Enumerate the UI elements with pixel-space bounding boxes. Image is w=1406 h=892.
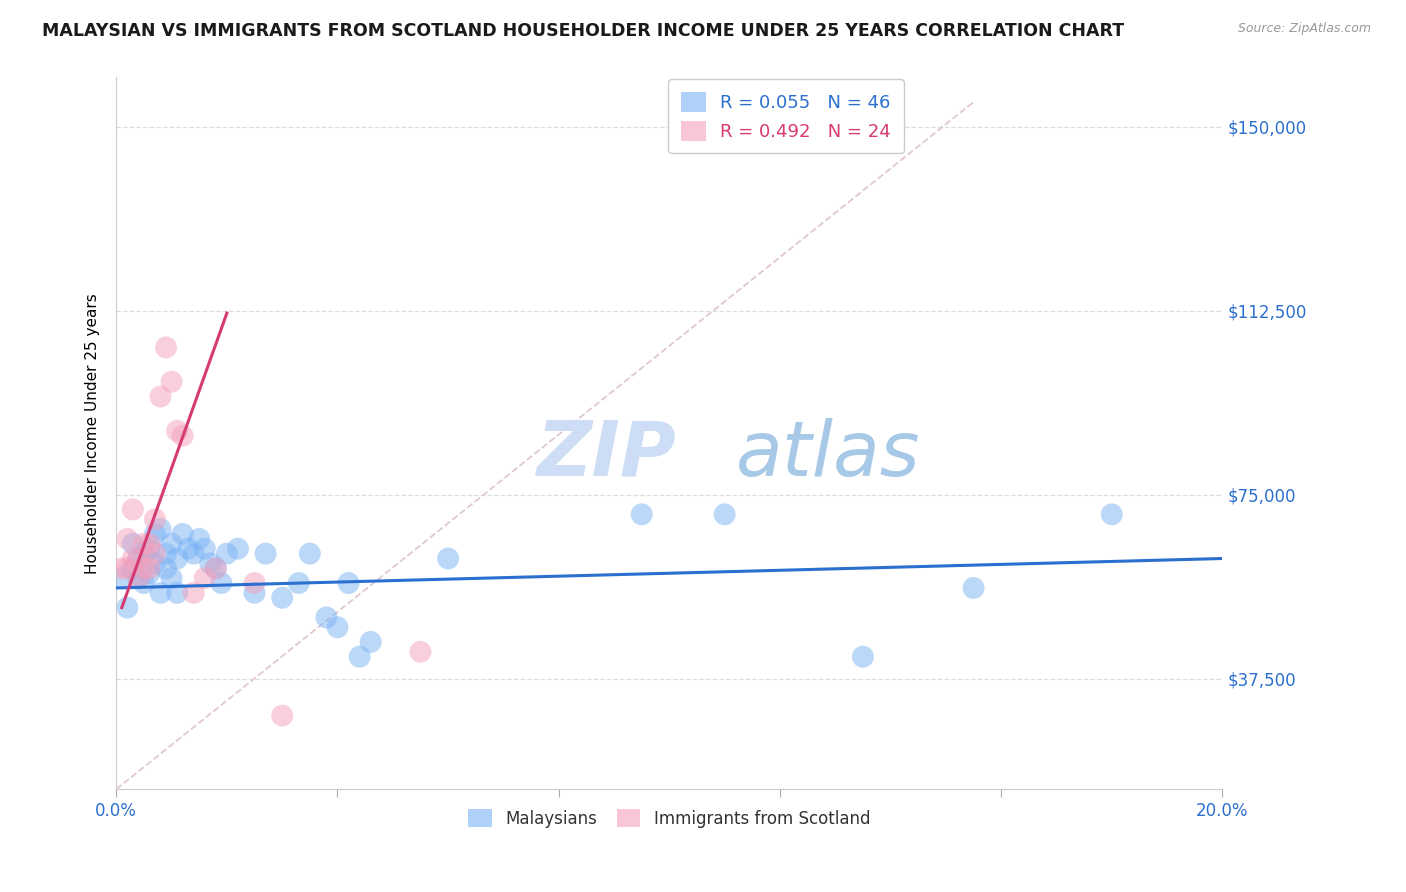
Point <box>143 557 166 571</box>
Point <box>205 561 228 575</box>
Text: atlas: atlas <box>735 417 920 491</box>
Point <box>117 561 139 575</box>
Legend: Malaysians, Immigrants from Scotland: Malaysians, Immigrants from Scotland <box>461 802 877 834</box>
Point <box>127 551 149 566</box>
Point <box>215 547 238 561</box>
Point <box>243 576 266 591</box>
Point <box>166 551 188 566</box>
Point <box>121 551 143 566</box>
Point <box>298 547 321 561</box>
Point <box>183 547 205 561</box>
Point <box>200 557 222 571</box>
Point <box>337 576 360 591</box>
Point <box>149 586 172 600</box>
Point <box>194 571 217 585</box>
Point <box>437 551 460 566</box>
Point <box>127 571 149 585</box>
Point <box>172 429 194 443</box>
Point <box>254 547 277 561</box>
Point <box>962 581 984 595</box>
Point <box>226 541 249 556</box>
Point <box>315 610 337 624</box>
Point <box>121 502 143 516</box>
Point <box>194 541 217 556</box>
Point <box>852 649 875 664</box>
Point <box>143 512 166 526</box>
Point <box>143 547 166 561</box>
Point <box>205 561 228 575</box>
Point <box>166 586 188 600</box>
Point <box>177 541 200 556</box>
Point <box>630 508 652 522</box>
Point <box>172 527 194 541</box>
Point <box>138 561 160 575</box>
Text: Source: ZipAtlas.com: Source: ZipAtlas.com <box>1237 22 1371 36</box>
Point <box>121 561 143 575</box>
Point <box>409 645 432 659</box>
Point <box>209 576 232 591</box>
Y-axis label: Householder Income Under 25 years: Householder Income Under 25 years <box>86 293 100 574</box>
Point <box>188 532 211 546</box>
Point <box>132 537 155 551</box>
Point <box>117 532 139 546</box>
Point <box>127 571 149 585</box>
Point <box>149 390 172 404</box>
Point <box>183 586 205 600</box>
Point <box>121 537 143 551</box>
Point <box>360 635 382 649</box>
Point <box>166 424 188 438</box>
Point <box>111 571 134 585</box>
Point <box>288 576 311 591</box>
Point <box>271 591 294 605</box>
Point <box>271 708 294 723</box>
Point <box>243 586 266 600</box>
Text: MALAYSIAN VS IMMIGRANTS FROM SCOTLAND HOUSEHOLDER INCOME UNDER 25 YEARS CORRELAT: MALAYSIAN VS IMMIGRANTS FROM SCOTLAND HO… <box>42 22 1125 40</box>
Point <box>143 527 166 541</box>
Point <box>138 566 160 581</box>
Point <box>138 541 160 556</box>
Point <box>155 340 177 354</box>
Point <box>149 522 172 536</box>
Point <box>132 561 155 575</box>
Point <box>1101 508 1123 522</box>
Point <box>117 600 139 615</box>
Point <box>155 547 177 561</box>
Point <box>138 537 160 551</box>
Point <box>132 547 155 561</box>
Text: ZIP: ZIP <box>537 417 676 491</box>
Point <box>155 561 177 575</box>
Point <box>160 375 183 389</box>
Point <box>713 508 735 522</box>
Point <box>111 561 134 575</box>
Point <box>326 620 349 634</box>
Point <box>132 576 155 591</box>
Point <box>160 537 183 551</box>
Point <box>349 649 371 664</box>
Point <box>160 571 183 585</box>
Point <box>127 551 149 566</box>
